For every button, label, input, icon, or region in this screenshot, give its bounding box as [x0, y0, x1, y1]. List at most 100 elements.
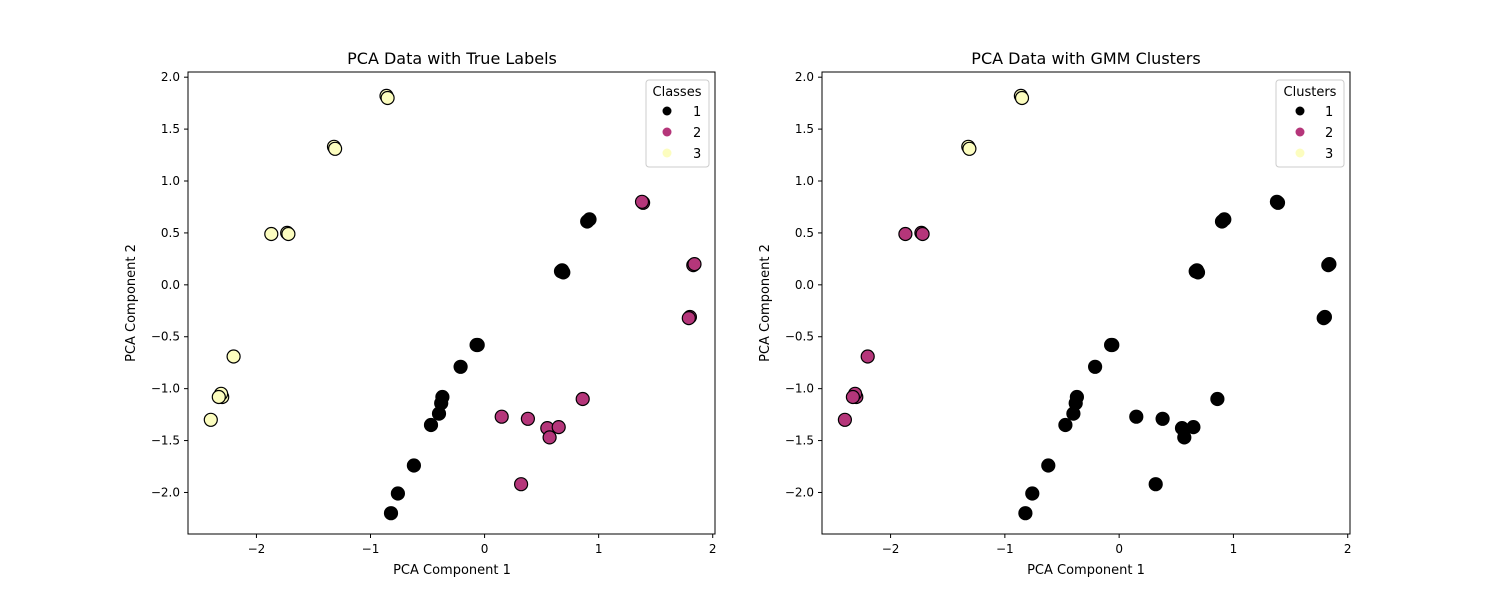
- y-tick-label: 1.0: [161, 174, 180, 188]
- y-axis-label: PCA Component 2: [124, 244, 139, 362]
- data-point-class-1: [1058, 417, 1073, 433]
- data-point-class-1: [453, 359, 468, 374]
- data-point-class-1: [1155, 411, 1170, 426]
- marks-layer: [203, 88, 702, 521]
- x-tick-label: 1: [1230, 542, 1238, 556]
- ticks-layer: −2 −1 0 1 2 −2.0 −1.5 −1.0 −0.5 0.0 0.5 1.0 1.5 2.0: [151, 70, 717, 556]
- data-point-class-1: [383, 506, 399, 521]
- plot-area: [188, 72, 715, 534]
- x-tick-label: 0: [481, 542, 489, 556]
- data-point-class-3: [328, 141, 343, 156]
- y-tick-label: −2.0: [785, 485, 814, 499]
- data-point-class-2: [494, 409, 509, 424]
- data-point-class-1: [1148, 477, 1163, 492]
- data-point-class-2: [634, 194, 650, 209]
- legend-box: [645, 79, 710, 168]
- data-point-class-1: [1214, 214, 1230, 229]
- data-point-class-2: [898, 226, 913, 242]
- data-point-class-1: [1316, 311, 1331, 326]
- data-point-class-2: [687, 257, 702, 272]
- data-point-class-1: [1018, 506, 1033, 521]
- y-tick-label: −1.5: [151, 434, 180, 448]
- x-tick-label: −2: [882, 542, 900, 556]
- data-point-class-3: [211, 389, 226, 405]
- marks-layer: [837, 88, 1337, 521]
- data-point-class-1: [431, 406, 447, 421]
- x-tick-label: 0: [1115, 542, 1123, 556]
- legend-label-2: 2: [1325, 126, 1333, 141]
- x-tick-label: 2: [709, 542, 717, 556]
- legend-label-3: 3: [693, 147, 701, 162]
- data-point-class-1: [423, 417, 439, 433]
- x-tick-label: 2: [1344, 542, 1352, 556]
- legend: Classes 1 2 3: [645, 79, 710, 168]
- data-point-class-1: [1269, 194, 1285, 209]
- axes-frame: [821, 71, 1351, 535]
- y-axis-label: PCA Component 2: [758, 244, 773, 362]
- subplot-true-labels: PCA Data with True Labels −2 −1 0 1 2 −2.0 −1.…: [124, 49, 717, 578]
- legend-box: [1275, 79, 1345, 168]
- data-point-class-1: [1129, 409, 1144, 424]
- data-point-class-1: [553, 264, 569, 279]
- data-point-class-1: [1210, 391, 1225, 407]
- data-point-class-2: [860, 349, 875, 364]
- data-point-class-2: [513, 477, 529, 492]
- y-tick-label: −2.0: [151, 485, 180, 499]
- y-tick-label: 2.0: [161, 70, 180, 84]
- legend-title: Classes: [653, 85, 702, 100]
- y-tick-label: 2.0: [795, 70, 814, 84]
- data-point-class-1: [1066, 406, 1081, 421]
- ticks-layer: −2 −1 0 1 2 −2.0 −1.5 −1.0 −0.5 0.0 0.5 1.0 1.5 2.0: [785, 70, 1352, 556]
- legend-label-1: 1: [693, 105, 701, 120]
- axes-frame: [187, 71, 716, 535]
- legend: Clusters 1 2 3: [1275, 79, 1345, 168]
- legend-label-1: 1: [1325, 105, 1333, 120]
- legend-label-2: 2: [693, 126, 701, 141]
- y-tick-label: 0.0: [161, 278, 180, 292]
- data-point-class-1: [1177, 430, 1192, 445]
- data-point-class-2: [551, 420, 566, 435]
- legend-marker-2: [1295, 127, 1305, 137]
- y-tick-label: 0.0: [795, 278, 814, 292]
- x-axis-label: PCA Component 1: [393, 563, 511, 578]
- data-point-class-3: [380, 90, 395, 106]
- y-tick-label: 0.5: [795, 226, 814, 240]
- y-tick-label: −0.5: [151, 330, 180, 344]
- chart-title: PCA Data with GMM Clusters: [971, 49, 1200, 68]
- data-point-class-3: [1014, 90, 1030, 106]
- legend-marker-2: [662, 127, 672, 137]
- data-point-class-3: [264, 226, 279, 242]
- data-point-class-3: [226, 349, 241, 364]
- y-tick-label: 1.0: [795, 174, 814, 188]
- legend-marker-1: [662, 106, 672, 116]
- data-point-class-3: [203, 412, 218, 427]
- x-tick-label: 1: [595, 542, 603, 556]
- x-tick-label: −2: [248, 542, 266, 556]
- y-tick-label: −1.0: [785, 382, 814, 396]
- y-tick-label: −0.5: [785, 330, 814, 344]
- x-tick-label: −1: [996, 542, 1014, 556]
- subplot-gmm-clusters: PCA Data with GMM Clusters −2 −1 0 1 2 −2.0 −1…: [758, 49, 1352, 578]
- data-point-class-1: [1186, 420, 1201, 435]
- y-tick-label: 1.5: [161, 122, 180, 136]
- data-point-class-1: [1087, 359, 1103, 374]
- data-point-class-3: [962, 141, 977, 156]
- data-point-class-2: [520, 411, 536, 426]
- legend-marker-1: [1295, 106, 1305, 116]
- data-point-class-1: [1322, 257, 1337, 272]
- y-tick-label: −1.0: [151, 382, 180, 396]
- legend-label-3: 3: [1325, 147, 1333, 162]
- y-tick-label: 1.5: [795, 122, 814, 136]
- data-point-class-1: [390, 486, 405, 501]
- data-point-class-1: [1105, 337, 1120, 353]
- legend-title: Clusters: [1284, 85, 1337, 100]
- data-point-class-1: [1025, 486, 1040, 501]
- data-point-class-2: [575, 391, 590, 407]
- legend-marker-3: [662, 148, 672, 158]
- y-tick-label: −1.5: [785, 434, 814, 448]
- data-point-class-3: [281, 226, 296, 242]
- data-point-class-2: [915, 226, 930, 242]
- data-point-class-1: [406, 458, 421, 473]
- data-point-class-1: [470, 337, 485, 353]
